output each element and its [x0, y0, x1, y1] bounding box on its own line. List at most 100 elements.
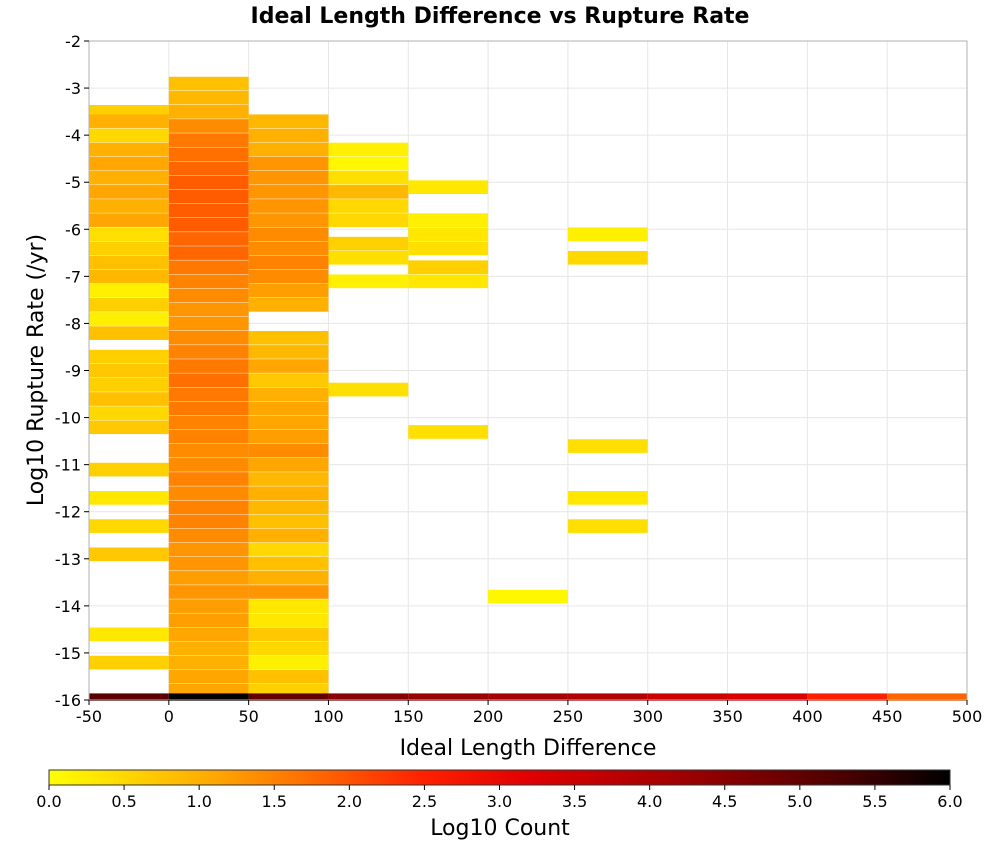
heatmap-cell — [89, 269, 169, 284]
heatmap-cell — [567, 250, 648, 265]
heatmap-cell — [328, 250, 409, 265]
chart-title: Ideal Length Difference vs Rupture Rate — [251, 4, 750, 29]
heatmap-cell — [89, 255, 169, 270]
heatmap-cell — [168, 655, 249, 670]
heatmap-cell — [89, 142, 169, 157]
heatmap-bottom-cell — [89, 693, 169, 701]
x-axis-ticks: -50 0 50 100 150 200 250 300 350 400 450 500 — [76, 700, 982, 726]
heatmap-cell — [168, 274, 249, 289]
heatmap-cell — [168, 443, 249, 458]
heatmap-cell — [248, 170, 329, 185]
heatmap-cell — [168, 514, 249, 529]
heatmap-cell — [168, 556, 249, 571]
y-tick-label: -11 — [55, 456, 81, 475]
heatmap-cell — [248, 627, 329, 642]
heatmap-cell — [248, 199, 329, 213]
heatmap-cell — [168, 373, 249, 388]
heatmap-cell — [168, 359, 249, 373]
heatmap-cell — [168, 316, 249, 331]
heatmap-cell — [89, 547, 169, 562]
y-tick-label: -4 — [65, 126, 81, 145]
y-tick-label: -7 — [65, 267, 81, 286]
heatmap-cells — [89, 76, 967, 701]
heatmap-cell — [168, 217, 249, 232]
heatmap-cell — [168, 246, 249, 260]
heatmap-cell — [328, 185, 409, 199]
heatmap-cell — [248, 472, 329, 486]
heatmap-cell — [168, 90, 249, 105]
heatmap-cell — [248, 599, 329, 613]
heatmap-cell — [328, 199, 409, 213]
heatmap-bottom-cell — [168, 693, 249, 701]
y-tick-label: -13 — [55, 550, 81, 569]
heatmap-cell — [248, 142, 329, 157]
heatmap-cell — [248, 213, 329, 227]
heatmap-cell — [89, 378, 169, 392]
x-tick-label: 100 — [313, 707, 344, 726]
heatmap-cell — [408, 180, 489, 195]
x-tick-label: 400 — [792, 707, 823, 726]
heatmap-cell — [168, 387, 249, 402]
heatmap-cell — [248, 359, 329, 373]
heatmap-cell — [89, 392, 169, 406]
heatmap-bottom-cell — [328, 693, 409, 701]
heatmap-cell — [168, 486, 249, 500]
colorbar-tick-label: 2.5 — [412, 792, 437, 811]
heatmap-cell — [168, 613, 249, 628]
heatmap-cell — [89, 326, 169, 340]
y-tick-label: -5 — [65, 173, 81, 192]
heatmap-cell — [89, 491, 169, 505]
heatmap-cell — [248, 528, 329, 543]
heatmap-cell — [168, 401, 249, 416]
heatmap-cell — [248, 641, 329, 656]
heatmap-cell — [89, 128, 169, 143]
heatmap-cell — [168, 345, 249, 359]
heatmap-cell — [168, 232, 249, 246]
heatmap-cell — [248, 669, 329, 684]
heatmap-cell — [248, 571, 329, 585]
heatmap-cell — [168, 585, 249, 599]
colorbar-tick-label: 6.0 — [937, 792, 962, 811]
x-tick-label: 0 — [164, 707, 174, 726]
heatmap-cell — [248, 429, 329, 444]
heatmap-cell — [248, 585, 329, 599]
heatmap-cell — [248, 330, 329, 345]
y-tick-label: -15 — [55, 644, 81, 663]
heatmap-cell — [248, 298, 329, 312]
heatmap-cell — [328, 236, 409, 251]
heatmap-cell — [168, 203, 249, 218]
y-tick-label: -9 — [65, 362, 81, 381]
heatmap-cell — [567, 227, 648, 242]
heatmap-cell — [248, 373, 329, 388]
heatmap-cell — [248, 128, 329, 143]
colorbar-tick-label: 3.0 — [487, 792, 512, 811]
x-tick-label: 450 — [872, 707, 903, 726]
heatmap-cell — [168, 599, 249, 613]
heatmap-bottom-cell — [567, 693, 648, 701]
heatmap-cell — [168, 105, 249, 119]
heatmap-cell — [89, 363, 169, 378]
x-tick-label: -50 — [76, 707, 102, 726]
heatmap-cell — [168, 542, 249, 557]
x-axis-label: Ideal Length Difference — [400, 736, 657, 761]
heatmap-cell — [168, 472, 249, 486]
x-tick-label: 500 — [952, 707, 983, 726]
heatmap-cell — [89, 655, 169, 670]
x-tick-label: 200 — [473, 707, 504, 726]
heatmap-cell — [408, 274, 489, 289]
heatmap-cell — [89, 185, 169, 199]
y-axis-ticks: -2 -3 -4 -5 -6 -7 -8 -9 -10 -11 -12 -13 -14 -15 -16 — [55, 32, 89, 710]
colorbar-tick-label: 4.5 — [712, 792, 737, 811]
heatmap-cell — [89, 156, 169, 171]
y-tick-label: -12 — [55, 503, 81, 522]
heatmap-cell — [168, 500, 249, 515]
heatmap-bottom-cell — [408, 693, 489, 701]
heatmap-cell — [89, 312, 169, 326]
heatmap-cell — [408, 425, 489, 439]
y-tick-label: -3 — [65, 79, 81, 98]
heatmap-cell — [248, 255, 329, 270]
heatmap-cell — [168, 627, 249, 642]
heatmap-cell — [89, 519, 169, 533]
heatmap-bottom-cell — [887, 693, 967, 701]
